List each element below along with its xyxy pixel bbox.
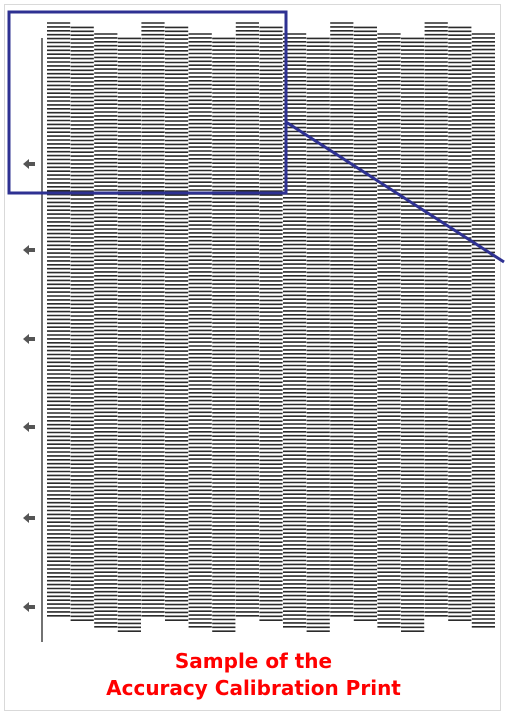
stripe-column [330, 22, 354, 617]
stripe-column [377, 33, 401, 628]
stripe-column [306, 37, 330, 632]
stripe-column [70, 26, 94, 621]
stripe-column [165, 26, 189, 621]
zoom-highlight-box [7, 10, 288, 195]
stripe-column [424, 22, 448, 617]
left-arrow-icon [23, 334, 35, 344]
figure-caption: Sample of the Accuracy Calibration Print [0, 648, 507, 702]
caption-line-2: Accuracy Calibration Print [106, 676, 401, 700]
zoom-pointer-line [285, 120, 505, 264]
stripe-pattern [47, 22, 495, 632]
stripe-column [353, 26, 377, 621]
left-arrow-icon [23, 513, 35, 523]
stripe-column [188, 33, 212, 628]
stripe-column [94, 33, 118, 628]
stripe-column [235, 22, 259, 617]
caption-line-1: Sample of the [174, 649, 333, 673]
side-markers [23, 159, 35, 612]
stripe-column [448, 26, 472, 621]
stripe-column [141, 22, 165, 617]
stripe-column [401, 37, 425, 632]
stripe-column [259, 26, 283, 621]
stripe-column [283, 33, 307, 628]
left-arrow-icon [23, 159, 35, 169]
stripe-column [117, 37, 141, 632]
stripe-column [471, 33, 495, 628]
left-arrow-icon [23, 422, 35, 432]
left-arrow-icon [23, 602, 35, 612]
left-arrow-icon [23, 245, 35, 255]
stripe-column [212, 37, 236, 632]
stripe-column [47, 22, 71, 617]
